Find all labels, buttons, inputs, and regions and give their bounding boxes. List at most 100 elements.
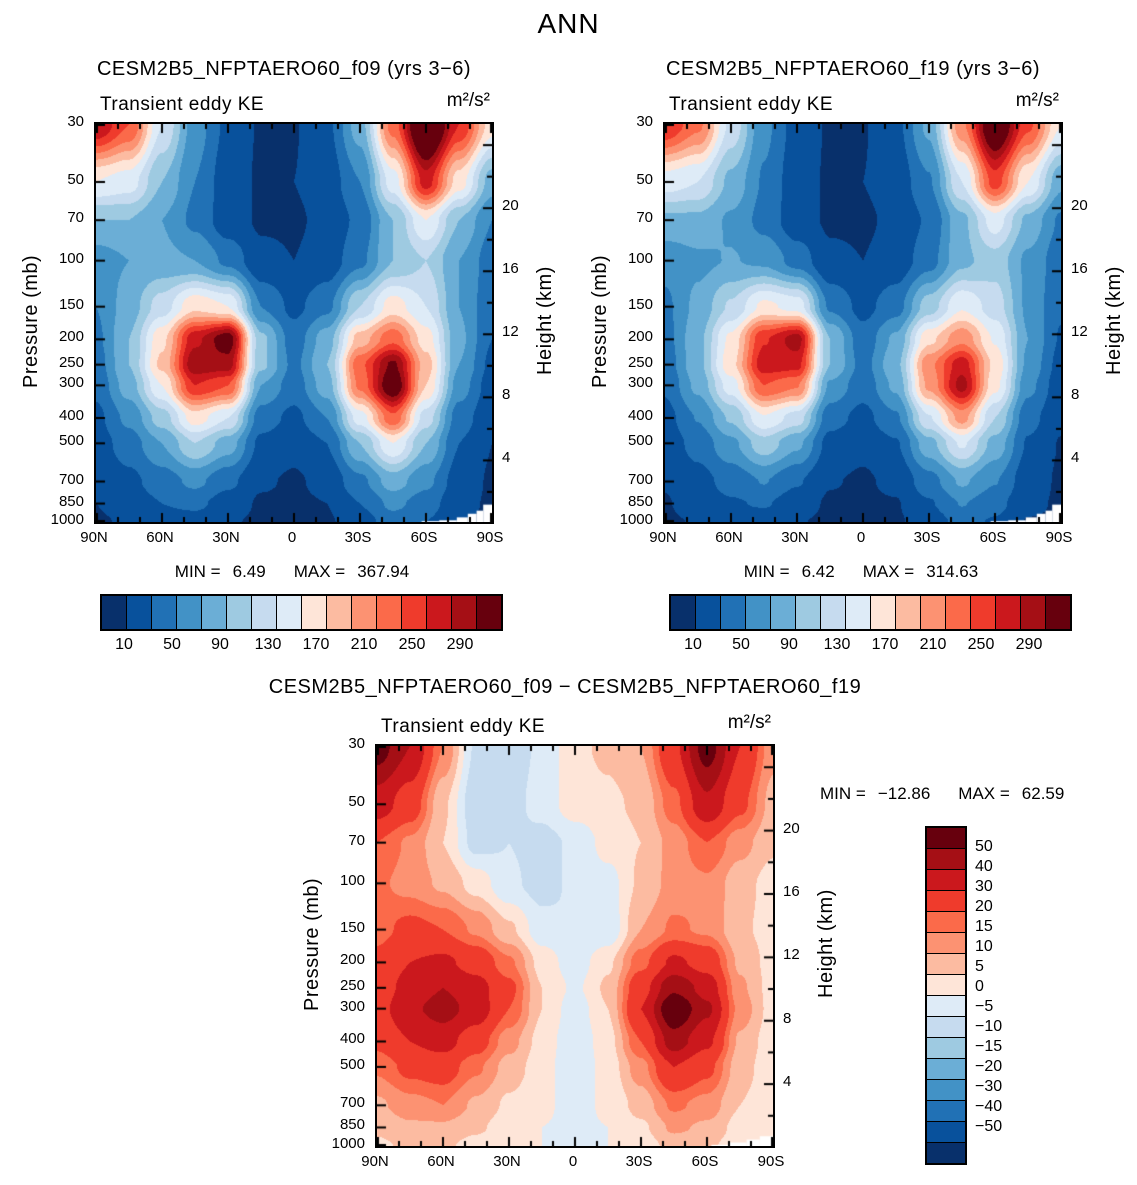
difference-section: CESM2B5_NFPTAERO60_f09 − CESM2B5_NFPTAER…	[0, 654, 1137, 1179]
colorbar-tick-label: 130	[823, 636, 851, 653]
pressure-tick-label: 30	[636, 113, 653, 130]
colorbar-tick-label: 40	[975, 858, 993, 875]
colorbar-tick-label: 50	[732, 636, 750, 653]
pressure-tick-label: 1000	[50, 511, 84, 528]
colorbar-cell	[1021, 596, 1046, 629]
colorbar-cell	[796, 596, 821, 629]
colorbar-cell	[927, 870, 965, 891]
panel-f19: CESM2B5_NFPTAERO60_f19 (yrs 3−6) Transie…	[573, 54, 1133, 654]
colorbar-cell	[696, 596, 721, 629]
latitude-tick-label: 30N	[781, 529, 809, 546]
latitude-tick-label: 60S	[979, 529, 1007, 546]
units-label: m²/s²	[446, 90, 490, 111]
field-label: Transient eddy KE	[381, 716, 546, 737]
pressure-tick-label: 150	[627, 295, 653, 313]
height-tick-label: 16	[502, 260, 519, 278]
pressure-tick-label: 1000	[619, 511, 653, 528]
min-value: 6.42	[801, 562, 835, 581]
colorbar-cell	[927, 954, 965, 975]
colorbar-cell	[927, 1017, 965, 1038]
colorbar-cell	[927, 996, 965, 1017]
top-panels-row: CESM2B5_NFPTAERO60_f09 (yrs 3−6) Transie…	[0, 54, 1137, 654]
colorbar-cell	[927, 933, 965, 954]
field-label: Transient eddy KE	[100, 94, 265, 115]
panel-title: CESM2B5_NFPTAERO60_f19 (yrs 3−6)	[665, 58, 1041, 80]
pressure-tick-label: 150	[339, 918, 365, 936]
colorbar-cell	[927, 891, 965, 912]
colorbar-cell	[671, 596, 696, 629]
colorbar-tick-label: 15	[975, 918, 993, 935]
contour-canvas-f09	[96, 124, 492, 522]
units-label: m²/s²	[727, 712, 771, 733]
max-label: MAX =	[958, 784, 1010, 803]
height-tick-label: 4	[1071, 449, 1080, 467]
colorbar-cell	[127, 596, 152, 629]
height-tick-label: 12	[502, 323, 519, 341]
colorbar-tick-label: −15	[975, 1038, 1003, 1055]
contour-canvas-f19	[665, 124, 1061, 522]
units-label: m²/s²	[1015, 90, 1059, 111]
colorbar-tick-label: 130	[254, 636, 282, 653]
pressure-tick-label: 500	[627, 432, 653, 450]
height-tick-label: 20	[1071, 197, 1088, 215]
colorbar-tick-label: 210	[919, 636, 947, 653]
colorbar-cell	[946, 596, 971, 629]
colorbar-cell	[846, 596, 871, 629]
colorbar-tick-label: 50	[163, 636, 181, 653]
colorbar-cell	[1046, 596, 1070, 629]
colorbar-cell	[927, 1122, 965, 1143]
colorbar-cell	[927, 1143, 965, 1163]
colorbar-cell	[771, 596, 796, 629]
latitude-tick-label: 90N	[649, 529, 677, 546]
pressure-tick-label: 100	[627, 249, 653, 267]
pressure-tick-label: 300	[339, 997, 365, 1015]
colorbar-tick-label: 5	[975, 958, 984, 975]
minmax-readout: MIN = 6.49 MAX = 367.94	[94, 562, 490, 582]
colorbar-cell	[252, 596, 277, 629]
height-tick-label: 8	[502, 386, 511, 404]
colorbar-tick-label: 170	[302, 636, 330, 653]
pressure-tick-label: 700	[627, 470, 653, 488]
colorbar-cell	[452, 596, 477, 629]
min-label: MIN =	[743, 562, 790, 581]
pressure-tick-label: 300	[627, 374, 653, 392]
colorbar-tick-label: 10	[684, 636, 702, 653]
latitude-tick-label: 60N	[146, 529, 174, 546]
latitude-tick-label: 90N	[80, 529, 108, 546]
colorbar-tick-label: 290	[446, 636, 474, 653]
pressure-tick-label: 400	[339, 1030, 365, 1048]
pressure-tick-label: 50	[67, 170, 84, 188]
colorbar-cell	[971, 596, 996, 629]
pressure-tick-label: 30	[67, 113, 84, 130]
colorbar-cell	[352, 596, 377, 629]
pressure-tick-label: 100	[58, 249, 84, 267]
colorbar-cell	[227, 596, 252, 629]
pressure-tick-label: 500	[339, 1055, 365, 1073]
max-value: 62.59	[1021, 784, 1065, 803]
latitude-tick-label: 60S	[410, 529, 438, 546]
plot-frame	[663, 122, 1063, 524]
colorbar-cell	[177, 596, 202, 629]
colorbar-cell	[821, 596, 846, 629]
colorbar-cell	[871, 596, 896, 629]
value-colorbar	[100, 594, 503, 631]
colorbar-cell	[402, 596, 427, 629]
colorbar-cell	[202, 596, 227, 629]
pressure-tick-label: 500	[58, 432, 84, 450]
min-label: MIN =	[174, 562, 221, 581]
colorbar-tick-label: −10	[975, 1018, 1003, 1035]
latitude-tick-label: 30N	[212, 529, 240, 546]
pressure-tick-label: 300	[58, 374, 84, 392]
colorbar-cell	[927, 849, 965, 870]
colorbar-cell	[927, 1059, 965, 1080]
min-value: −12.86	[877, 784, 931, 803]
latitude-tick-label: 30S	[625, 1153, 653, 1170]
pressure-tick-label: 50	[348, 793, 365, 811]
pressure-tick-label: 200	[58, 328, 84, 346]
height-tick-label: 8	[1071, 386, 1080, 404]
min-label: MIN =	[820, 784, 866, 803]
plot-frame	[94, 122, 494, 524]
minmax-readout: MIN = 6.42 MAX = 314.63	[663, 562, 1059, 582]
minmax-readout: MIN = −12.86 MAX = 62.59	[820, 784, 1064, 804]
latitude-tick-label: 60S	[691, 1153, 719, 1170]
